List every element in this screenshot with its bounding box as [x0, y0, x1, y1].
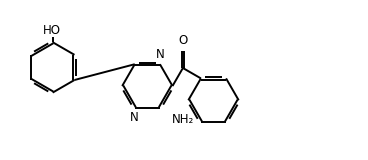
- Text: N: N: [130, 111, 139, 124]
- Text: NH₂: NH₂: [172, 113, 194, 126]
- Text: N: N: [156, 48, 165, 61]
- Text: HO: HO: [43, 24, 61, 37]
- Text: O: O: [178, 34, 188, 47]
